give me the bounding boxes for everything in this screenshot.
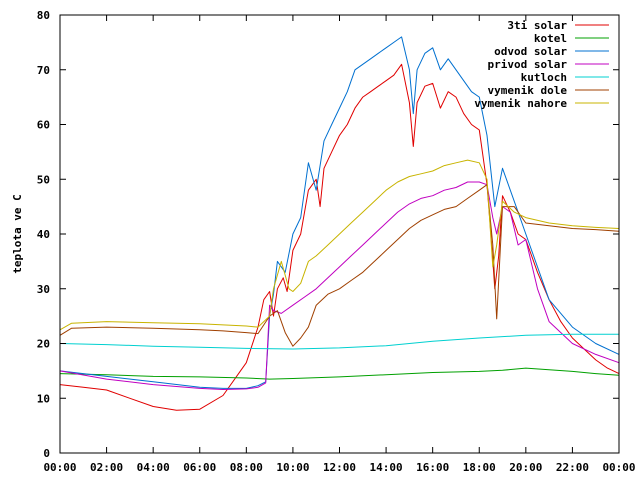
y-tick-label: 50	[37, 173, 50, 186]
y-axis-title: teplota ve C	[11, 194, 24, 273]
series-line-6	[59, 184, 620, 347]
x-tick-label: 16:00	[416, 461, 449, 474]
y-tick-label: 80	[37, 9, 50, 22]
x-tick-label: 08:00	[230, 461, 263, 474]
x-tick-label: 04:00	[137, 461, 170, 474]
y-tick-label: 30	[37, 283, 50, 296]
legend-label: vymenik nahore	[474, 97, 567, 110]
y-tick-label: 70	[37, 64, 50, 77]
legend-label: kotel	[534, 32, 567, 45]
series-line-2	[59, 367, 620, 380]
x-tick-label: 14:00	[370, 461, 403, 474]
legend-label: privod solar	[488, 58, 568, 71]
y-tick-label: 20	[37, 338, 50, 351]
series-line-7	[59, 159, 620, 331]
x-tick-label: 10:00	[276, 461, 309, 474]
series-line-4	[59, 181, 620, 390]
x-tick-label: 06:00	[183, 461, 216, 474]
x-tick-label: 12:00	[323, 461, 356, 474]
x-tick-label: 00:00	[602, 461, 635, 474]
y-tick-label: 0	[43, 447, 50, 460]
y-tick-label: 60	[37, 119, 50, 132]
y-tick-label: 10	[37, 392, 50, 405]
x-tick-label: 18:00	[463, 461, 496, 474]
legend-label: vymenik dole	[488, 84, 568, 97]
series-line-5	[59, 333, 619, 350]
legend-label: odvod solar	[494, 45, 567, 58]
x-tick-label: 02:00	[90, 461, 123, 474]
series-layer	[59, 36, 620, 411]
x-tick-label: 20:00	[509, 461, 542, 474]
tick-layer: 0 10 20 30 40 50 60 70 80 00:00 02:00 04:00 06:00 08:…	[37, 9, 636, 474]
legend-label: kutloch	[521, 71, 567, 84]
legend-label: 3ti solar	[507, 19, 567, 32]
y-tick-label: 40	[37, 228, 50, 241]
x-tick-label: 00:00	[43, 461, 76, 474]
x-tick-label: 22:00	[556, 461, 589, 474]
